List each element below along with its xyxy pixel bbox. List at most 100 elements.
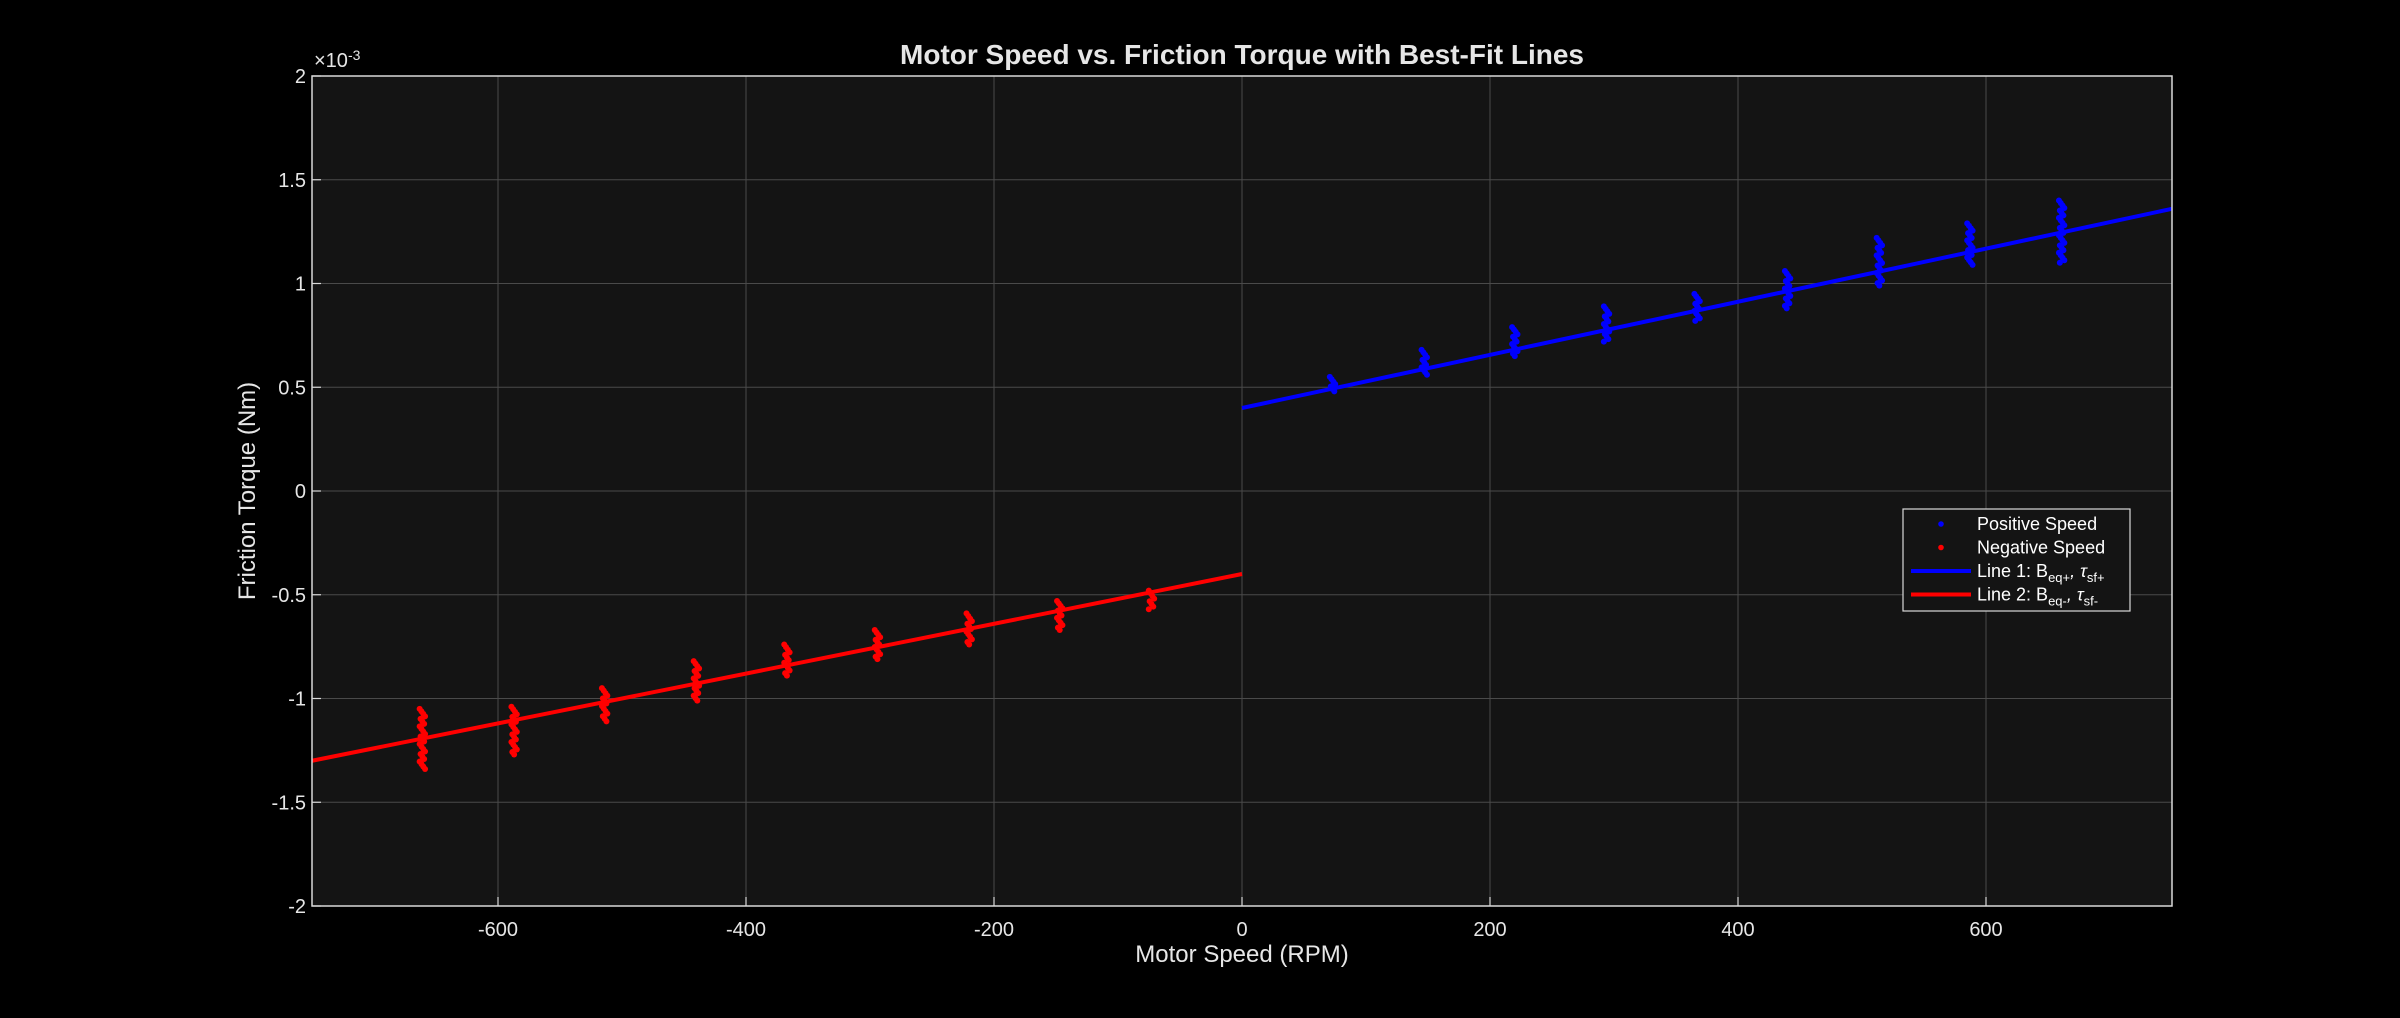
data-point: [1969, 244, 1976, 251]
y-tick-label: -1.5: [272, 792, 306, 814]
x-tick-label: -200: [974, 919, 1014, 941]
data-point: [1878, 267, 1885, 274]
data-point: [1876, 282, 1883, 289]
scatter-cluster: [416, 705, 429, 773]
fit-lines: [311, 206, 2173, 763]
data-point: [1696, 315, 1703, 322]
x-axis-ticks: -600 -400 -200 0 200 400 600: [478, 897, 2003, 941]
x-tick-label: 400: [1721, 919, 1754, 941]
data-point: [513, 746, 520, 753]
data-point: [1879, 242, 1886, 249]
scatter-series-negative: [416, 587, 1158, 773]
data-point: [1692, 317, 1699, 324]
data-point: [1600, 338, 1607, 345]
data-point: [2056, 259, 2063, 266]
data-point: [1787, 292, 1794, 299]
data-point: [786, 649, 793, 656]
data-point: [421, 720, 428, 727]
data-point: [1786, 282, 1793, 289]
legend: Positive Speed Negative Speed Line 1: Beq+…: [1902, 508, 2131, 612]
data-point: [1878, 249, 1885, 256]
legend-label: Line 1: Beq+, τsf+: [1977, 561, 2105, 585]
data-point: [1514, 348, 1521, 355]
y-tick-label: 1.5: [278, 170, 306, 192]
scatter-cluster: [2055, 197, 2068, 266]
scatter-points: [416, 197, 2068, 773]
y-tick-label: -1: [288, 689, 306, 711]
y-tick-label: 2: [295, 66, 306, 88]
legend-item: Positive Speed: [1938, 514, 2097, 534]
data-point: [422, 730, 429, 737]
data-point: [2061, 239, 2068, 246]
legend-label-mid: , τ: [2070, 561, 2088, 581]
data-point: [1696, 298, 1703, 305]
scatter-cluster: [1691, 290, 1703, 324]
data-point: [1514, 331, 1521, 338]
legend-marker: [1938, 521, 1944, 527]
legend-label-prefix: Line 2: B: [1977, 585, 2048, 605]
data-point: [968, 625, 974, 632]
data-point: [2060, 212, 2067, 219]
data-point: [2060, 229, 2067, 236]
legend-label-sub1: eq-: [2048, 594, 2067, 609]
y-axis-title: Friction Torque (Nm): [234, 382, 261, 600]
legend-label: Line 2: Beq-, τsf-: [1977, 585, 2098, 609]
data-point: [1145, 606, 1152, 613]
legend-item: Line 1: Beq+, τsf+: [1911, 561, 2105, 585]
y-tick-label: 1: [295, 274, 306, 296]
data-point: [968, 636, 975, 643]
scatter-cluster: [871, 627, 884, 663]
data-point: [511, 751, 518, 758]
legend-label-sub2: sf-: [2084, 594, 2098, 609]
data-point: [696, 682, 703, 689]
legend-item: Negative Speed: [1938, 538, 2105, 558]
legend-label: Negative Speed: [1977, 538, 2105, 558]
x-tick-label: 200: [1473, 919, 1506, 941]
data-point: [1968, 234, 1975, 241]
data-point: [1056, 627, 1063, 634]
data-point: [1879, 277, 1886, 284]
data-point: [968, 618, 975, 625]
x-tick-label: -400: [726, 919, 766, 941]
scatter-cluster: [1873, 234, 1886, 289]
data-point: [604, 692, 611, 699]
scatter-cluster: [690, 658, 703, 704]
data-point: [1879, 259, 1886, 266]
scatter-cluster: [1418, 346, 1430, 378]
data-point: [1606, 328, 1613, 335]
data-point: [1150, 603, 1157, 610]
y-exponent-label: ×10-3: [314, 47, 361, 72]
scatter-cluster: [963, 610, 975, 648]
data-point: [695, 690, 702, 697]
data-point: [1511, 353, 1518, 360]
data-point: [1059, 605, 1066, 612]
scatter-series-positive: [1326, 197, 2068, 395]
y-tick-label: -0.5: [272, 585, 306, 607]
data-point: [512, 718, 519, 725]
x-tick-label: -600: [478, 919, 518, 941]
scatter-cluster: [598, 685, 611, 725]
data-point: [877, 651, 884, 658]
data-point: [2060, 247, 2067, 254]
data-point: [513, 728, 520, 735]
data-point: [1332, 381, 1339, 388]
fit-line-line-2: [311, 572, 1243, 763]
data-point: [603, 718, 610, 725]
data-point: [1606, 310, 1613, 317]
data-point: [422, 748, 429, 755]
data-point: [2061, 204, 2068, 211]
scatter-cluster: [508, 703, 520, 758]
data-point: [512, 736, 519, 743]
data-point: [1787, 275, 1794, 282]
data-point: [1968, 252, 1975, 259]
data-point: [1605, 318, 1612, 325]
data-point: [1786, 300, 1793, 307]
data-point: [1513, 338, 1520, 345]
y-exponent-power: -3: [348, 47, 361, 63]
data-point: [1059, 622, 1066, 629]
data-point: [786, 667, 793, 674]
data-point: [695, 672, 702, 679]
data-point: [513, 711, 520, 718]
data-point: [1783, 305, 1790, 312]
